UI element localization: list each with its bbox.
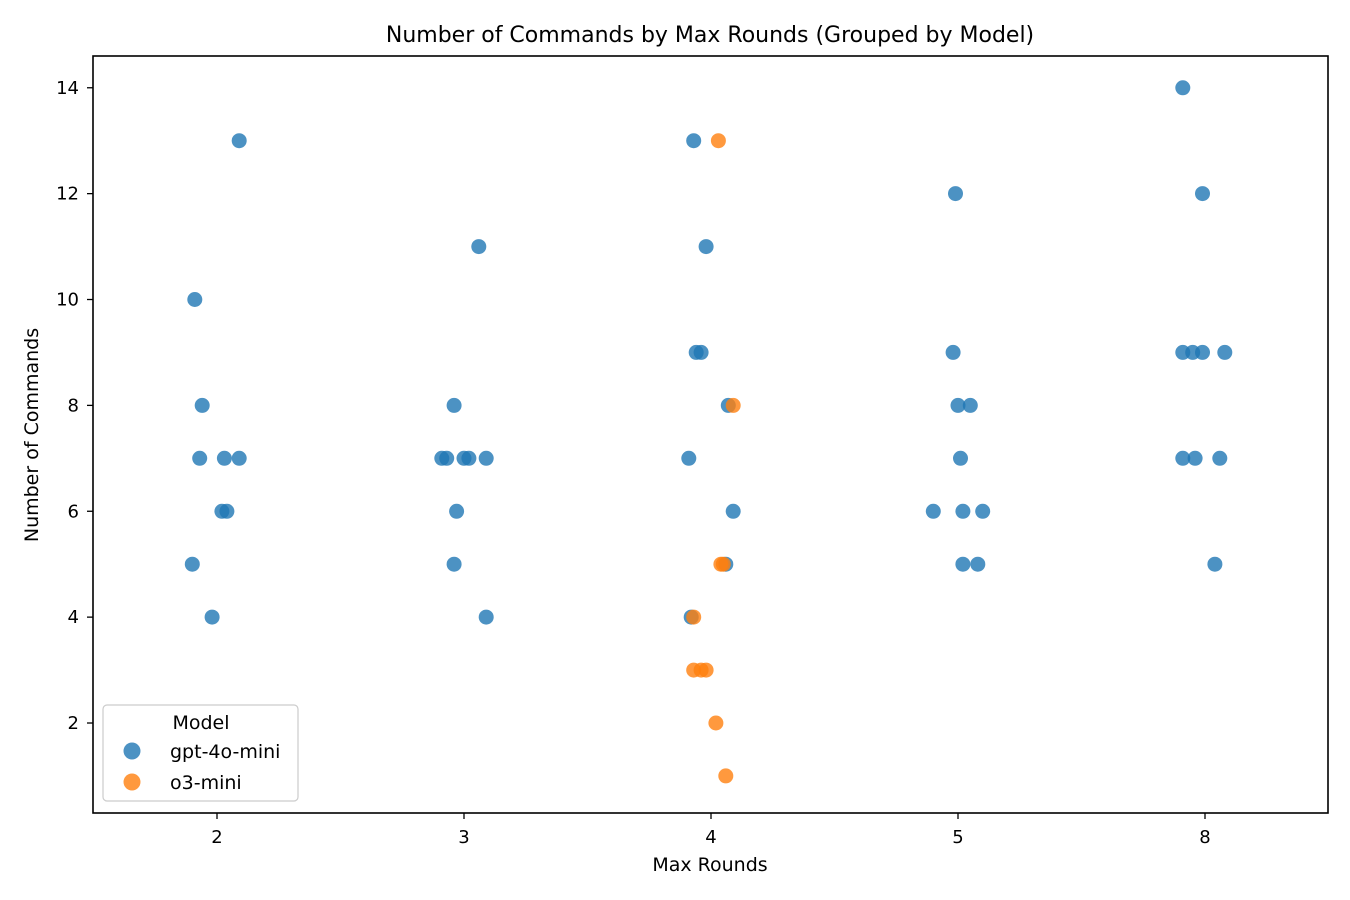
data-point-gpt-4o-mini-47 xyxy=(1212,450,1228,466)
data-point-gpt-4o-mini-7 xyxy=(219,503,235,519)
data-point-gpt-4o-mini-48 xyxy=(1207,556,1223,572)
data-point-gpt-4o-mini-8 xyxy=(184,556,200,572)
data-point-gpt-4o-mini-2 xyxy=(194,397,210,413)
data-point-gpt-4o-mini-33 xyxy=(953,450,968,466)
data-point-gpt-4o-mini-35 xyxy=(955,503,971,519)
data-point-gpt-4o-mini-32 xyxy=(962,397,978,413)
legend: Model gpt-4o-mini o3-mini xyxy=(102,704,299,802)
x-tick-label-2: 2 xyxy=(211,827,222,848)
data-point-o3-mini-9 xyxy=(718,768,734,784)
data-point-gpt-4o-mini-3 xyxy=(192,450,208,466)
data-point-gpt-4o-mini-9 xyxy=(204,609,220,625)
data-point-gpt-4o-mini-17 xyxy=(449,503,465,519)
data-point-o3-mini-1 xyxy=(725,397,741,413)
legend-box xyxy=(102,704,299,802)
data-point-gpt-4o-mini-34 xyxy=(925,503,941,519)
data-point-gpt-4o-mini-45 xyxy=(1175,450,1191,466)
data-point-gpt-4o-mini-11 xyxy=(446,397,462,413)
legend-label-gpt-4o-mini: gpt-4o-mini xyxy=(170,741,280,763)
data-point-gpt-4o-mini-43 xyxy=(1195,344,1210,360)
data-point-o3-mini-7 xyxy=(698,662,714,678)
y-tick-label-12: 12 xyxy=(56,184,79,205)
points-layer xyxy=(184,80,1233,784)
chart-title: Number of Commands by Max Rounds (Groupe… xyxy=(386,23,1034,48)
data-point-gpt-4o-mini-23 xyxy=(693,344,709,360)
data-point-gpt-4o-mini-36 xyxy=(975,503,991,519)
y-tick-label-6: 6 xyxy=(68,501,79,522)
data-point-o3-mini-4 xyxy=(686,609,702,625)
legend-marker-o3-mini xyxy=(123,773,141,791)
data-point-gpt-4o-mini-38 xyxy=(970,556,986,572)
data-point-gpt-4o-mini-26 xyxy=(725,503,741,519)
x-tick-label-8: 8 xyxy=(1199,827,1210,848)
y-tick-label-8: 8 xyxy=(68,395,79,416)
data-point-gpt-4o-mini-29 xyxy=(945,344,961,360)
data-point-gpt-4o-mini-21 xyxy=(698,239,714,255)
data-point-o3-mini-3 xyxy=(715,556,731,572)
data-point-gpt-4o-mini-39 xyxy=(1175,80,1191,96)
legend-marker-gpt-4o-mini xyxy=(123,742,141,760)
x-tick-label-5: 5 xyxy=(952,827,963,848)
y-axis: 2 4 6 8 10 12 14 xyxy=(56,78,93,734)
x-axis-label: Max Rounds xyxy=(652,854,767,876)
data-point-gpt-4o-mini-1 xyxy=(231,133,247,149)
legend-title: Model xyxy=(172,712,229,734)
data-point-gpt-4o-mini-20 xyxy=(686,133,702,149)
data-point-gpt-4o-mini-44 xyxy=(1217,344,1233,360)
plot-frame xyxy=(92,55,1329,814)
data-point-gpt-4o-mini-31 xyxy=(950,397,966,413)
data-point-gpt-4o-mini-40 xyxy=(1195,186,1210,202)
data-point-gpt-4o-mini-15 xyxy=(461,450,477,466)
y-tick-label-10: 10 xyxy=(56,290,79,311)
data-point-gpt-4o-mini-10 xyxy=(471,239,487,255)
x-axis: 2 3 4 5 8 xyxy=(211,813,1211,848)
data-point-gpt-4o-mini-46 xyxy=(1187,450,1203,466)
data-point-gpt-4o-mini-18 xyxy=(446,556,462,572)
data-point-gpt-4o-mini-16 xyxy=(478,450,494,466)
x-tick-label-4: 4 xyxy=(705,827,716,848)
data-point-gpt-4o-mini-37 xyxy=(955,556,971,572)
legend-label-o3-mini: o3-mini xyxy=(170,772,242,794)
x-tick-label-3: 3 xyxy=(458,827,469,848)
y-axis-label: Number of Commands xyxy=(21,328,43,542)
data-point-gpt-4o-mini-4 xyxy=(216,450,232,466)
y-tick-label-4: 4 xyxy=(68,607,79,628)
y-tick-label-2: 2 xyxy=(68,713,79,734)
data-point-gpt-4o-mini-25 xyxy=(681,450,697,466)
data-point-gpt-4o-mini-5 xyxy=(231,450,247,466)
data-point-gpt-4o-mini-13 xyxy=(439,450,455,466)
y-tick-label-14: 14 xyxy=(56,78,79,99)
data-point-gpt-4o-mini-19 xyxy=(478,609,494,625)
data-point-gpt-4o-mini-30 xyxy=(948,186,963,202)
data-point-o3-mini-0 xyxy=(710,133,726,149)
data-point-gpt-4o-mini-0 xyxy=(187,292,203,307)
data-point-o3-mini-8 xyxy=(708,715,724,731)
